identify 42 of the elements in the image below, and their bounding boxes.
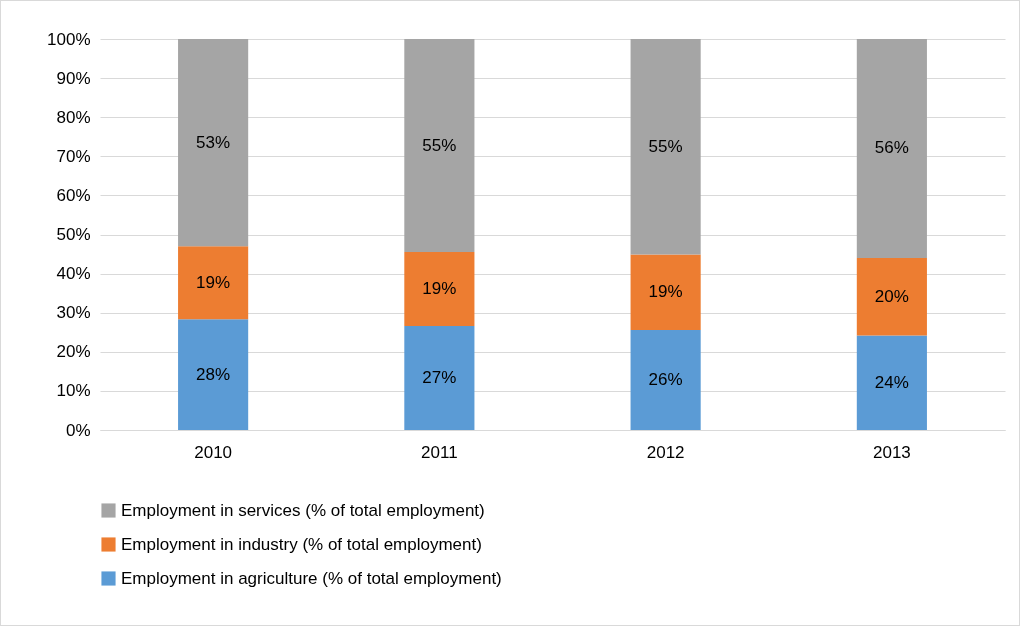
data-label: 56% [874,138,909,158]
bar [630,254,701,330]
y-tick-label: 30% [56,303,91,323]
data-label: 27% [422,368,457,387]
x-tick-label: 2013 [872,442,911,462]
data-label: 28% [196,364,231,384]
y-tick-label: 40% [56,264,91,284]
bar [856,335,927,430]
x-tick-label: 2012 [646,442,685,462]
data-label: 24% [874,372,909,392]
y-tick-label: 70% [56,146,91,166]
bar [856,39,927,258]
y-tick-label: 50% [56,225,91,244]
bar [404,39,475,253]
y-tick-label: 80% [56,107,91,127]
bar [856,257,927,336]
data-label: 55% [422,135,457,155]
x-tick-label: 2011 [421,442,458,462]
data-label: 53% [196,132,231,152]
y-tick-label: 100% [47,29,91,49]
y-tick-label: 0% [65,420,91,440]
y-tick-label: 20% [56,342,91,362]
y-tick-label: 10% [56,381,91,401]
bar [630,39,701,255]
y-tick-label: 90% [56,68,91,88]
bar [178,246,249,320]
bar [404,252,475,326]
y-tick-label: 60% [56,185,91,205]
legend-label: Employment in agriculture (% of total employment) [121,568,502,588]
data-label: 19% [648,282,683,302]
data-label: 55% [648,136,683,156]
data-label: 20% [874,286,909,306]
bar [178,319,249,430]
data-label: 19% [422,279,457,299]
legend-label: Employment in services (% of total employment) [121,500,485,520]
legend-label: Employment in industry (% of total employment) [121,534,482,554]
x-tick-label: 2010 [194,442,233,462]
data-label: 19% [196,272,231,292]
data-label: 26% [648,369,683,389]
bar [630,329,701,430]
bar [178,39,249,247]
bar [404,325,475,430]
